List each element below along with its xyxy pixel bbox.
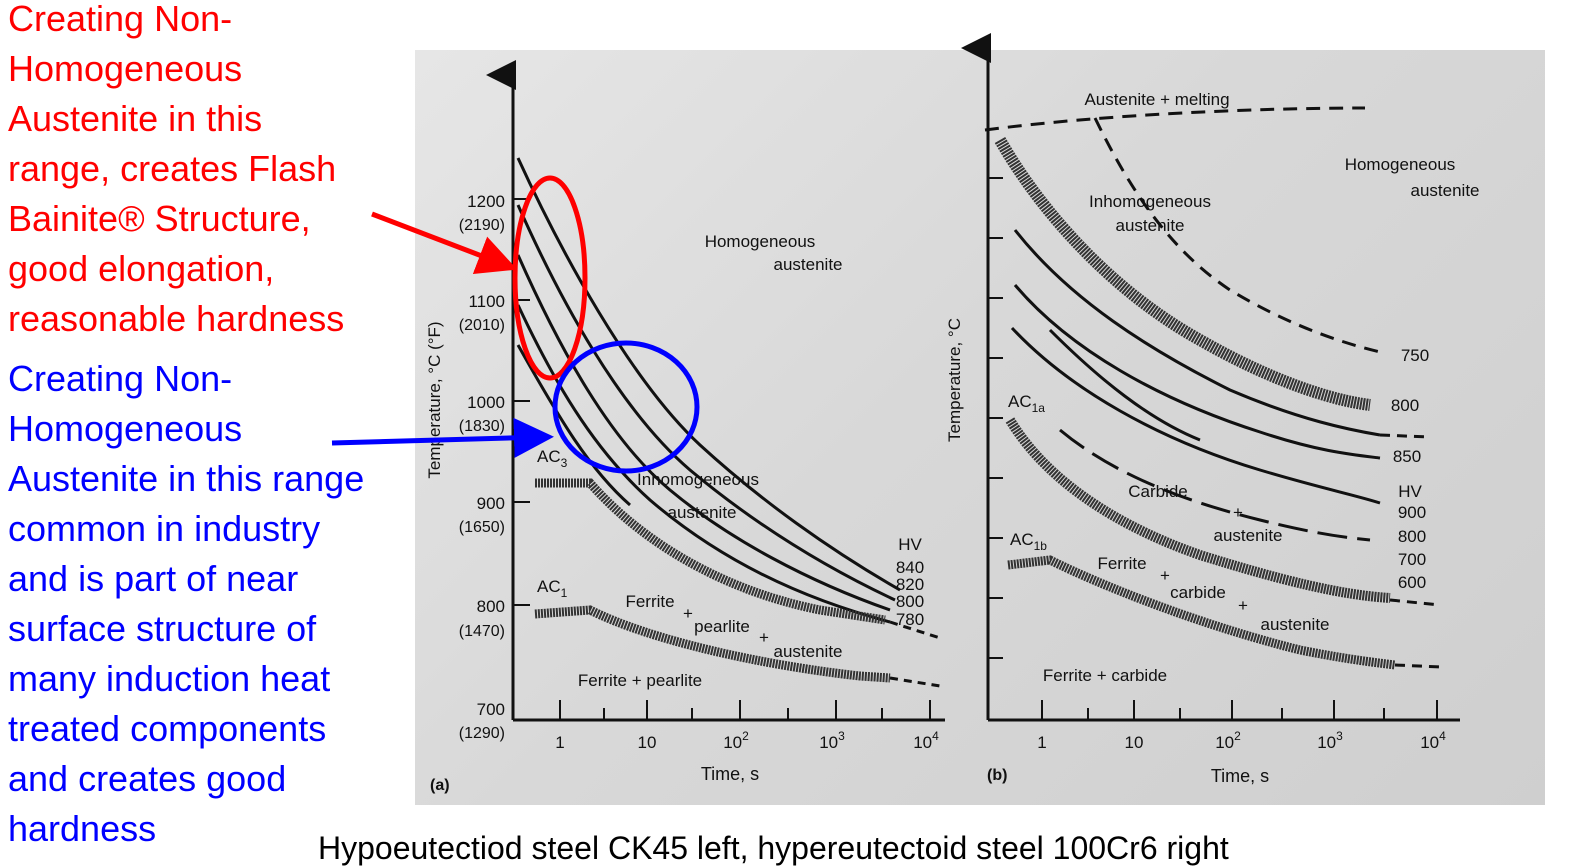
blue-annotation-text: Creating Non- Homogeneous Austenite in t…: [8, 358, 365, 849]
figure-caption: Hypoeutectiod steel CK45 left, hypereute…: [318, 830, 1229, 866]
a-hv-780: 780: [896, 610, 924, 629]
a-region-inhomogeneous-2: austenite: [668, 503, 737, 522]
b-region-plus-2: +: [1160, 566, 1170, 585]
b-xtick-1000: 103: [1317, 729, 1343, 752]
b-hv-900: 900: [1398, 503, 1426, 522]
b-region-carbide: Carbide: [1128, 482, 1188, 501]
b-curve-inner: [1048, 328, 1201, 442]
a-ytick-2010: (2010): [459, 317, 505, 334]
b-region-homogeneous-2: austenite: [1411, 181, 1480, 200]
a-ytick-800: 800: [477, 597, 505, 616]
a-ac1-label: AC1: [537, 577, 568, 600]
a-xtick-10000: 104: [913, 729, 939, 752]
blue-highlight-circle: [552, 340, 700, 474]
b-region-carbide-2: carbide: [1170, 583, 1226, 602]
a-hv-820: 820: [896, 575, 924, 594]
b-xtick-10: 10: [1125, 733, 1144, 752]
a-curve-840: [516, 157, 901, 592]
b-hv-header: HV: [1398, 482, 1422, 501]
b-carbide-line: [1059, 428, 1371, 542]
b-value-750: 750: [1401, 346, 1429, 365]
a-region-ferrite: Ferrite: [625, 592, 674, 611]
b-curve-850: [1013, 284, 1381, 460]
b-homogeneous-line: [1093, 117, 1381, 354]
a-ytick-2190: (2190): [459, 217, 505, 234]
a-ytick-1470: (1470): [459, 623, 505, 640]
a-xtick-10: 10: [638, 733, 657, 752]
a-hv-800: 800: [896, 592, 924, 611]
b-xlabel: Time, s: [1211, 766, 1269, 786]
b-value-800: 800: [1391, 396, 1419, 415]
a-region-pearlite: pearlite: [694, 617, 750, 636]
b-region-ferrite-carbide: Ferrite + carbide: [1043, 666, 1167, 685]
b-region-austenite-2: austenite: [1261, 615, 1330, 634]
a-region-plus-2: +: [759, 628, 769, 647]
b-ylabel: Temperature, °C: [945, 318, 964, 442]
a-region-plus-1: +: [683, 604, 693, 623]
a-ytick-1000: 1000: [467, 393, 505, 412]
b-upper-band: [994, 137, 1371, 411]
panel-a: 1200 (2190) 1100 (2010) 1000 (1830) 900 …: [425, 60, 945, 794]
a-ytick-900: 900: [477, 494, 505, 513]
b-hv-700: 700: [1398, 550, 1426, 569]
a-region-homogeneous-2: austenite: [774, 255, 843, 274]
a-ylabel: Temperature, °C (°F): [425, 321, 444, 478]
b-ac1b-band: [1007, 555, 1396, 670]
red-arrow: [371, 211, 518, 274]
a-ytick-1200: 1200: [467, 192, 505, 211]
a-xtick-1: 1: [555, 733, 564, 752]
a-region-homogeneous: Homogeneous: [705, 232, 816, 251]
a-hv-header: HV: [898, 535, 922, 554]
b-ac1a-label: AC1a: [1008, 392, 1045, 415]
a-ac3-label: AC3: [537, 447, 568, 470]
a-region-austenite: austenite: [774, 642, 843, 661]
b-curve-800: [1013, 229, 1381, 437]
b-panel-label: (b): [987, 767, 1007, 784]
b-region-ferrite: Ferrite: [1097, 554, 1146, 573]
b-region-plus-3: +: [1238, 596, 1248, 615]
a-ytick-1100: 1100: [468, 292, 505, 311]
b-value-850: 850: [1393, 447, 1421, 466]
a-xtick-1000: 103: [819, 729, 845, 752]
b-ac1b-label: AC1b: [1010, 530, 1047, 553]
a-curve-780b: [516, 344, 631, 507]
diagram-photo: [415, 50, 1545, 805]
b-curve-900: [1010, 326, 1381, 505]
a-region-inhomogeneous: Inhomogeneous: [637, 470, 759, 489]
b-region-homogeneous: Homogeneous: [1345, 155, 1456, 174]
a-xlabel: Time, s: [701, 764, 759, 784]
a-ytick-700: 700: [477, 700, 505, 719]
b-hv-600: 600: [1398, 573, 1426, 592]
a-ac1-band: [534, 605, 891, 683]
a-xtick-100: 102: [723, 729, 749, 752]
a-ytick-1650: (1650): [459, 519, 505, 536]
a-ytick-1290: (1290): [459, 725, 505, 742]
b-melting-line: [984, 106, 1366, 132]
b-region-inhomogeneous: Inhomogeneous: [1089, 192, 1211, 211]
panel-b: Temperature, °C 1 10 102 103 104 Time, s…: [945, 33, 1480, 786]
b-ac1a-band: [1005, 417, 1391, 603]
a-hv-840: 840: [896, 558, 924, 577]
a-region-ferrite-pearlite: Ferrite + pearlite: [578, 671, 702, 690]
b-xtick-1: 1: [1037, 733, 1046, 752]
red-highlight-ellipse: [512, 175, 588, 381]
b-hv-800: 800: [1398, 527, 1426, 546]
a-panel-label: (a): [430, 777, 450, 794]
red-annotation-text: Creating Non- Homogeneous Austenite in t…: [8, 0, 345, 339]
b-region-inhomogeneous-2: austenite: [1116, 216, 1185, 235]
a-curve-800: [516, 254, 891, 612]
a-ac3-band: [535, 478, 886, 625]
b-region-melting: Austenite + melting: [1084, 90, 1229, 109]
a-curve-820: [516, 204, 896, 602]
b-region-plus-1: +: [1233, 503, 1243, 522]
b-xtick-10000: 104: [1420, 729, 1446, 752]
b-region-austenite-1: austenite: [1214, 526, 1283, 545]
blue-arrow: [331, 417, 554, 458]
a-ytick-1830: (1830): [459, 418, 505, 435]
b-xtick-100: 102: [1215, 729, 1241, 752]
